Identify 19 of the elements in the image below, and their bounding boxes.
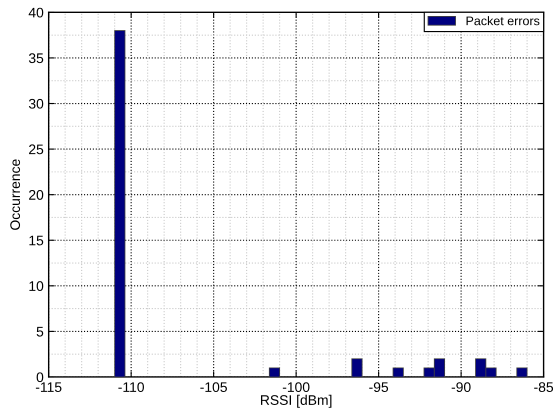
x-tick-label: -90: [452, 382, 471, 392]
y-tick-label: 35: [28, 53, 44, 64]
y-tick-label: 40: [28, 8, 44, 18]
y-tick-label: 5: [36, 326, 44, 337]
x-tick-label: -95: [369, 382, 388, 392]
y-tick-label: 15: [29, 236, 44, 246]
legend-label: Packet errors: [466, 16, 540, 26]
x-tick-label: -115: [36, 382, 62, 392]
y-tick-label: 10: [29, 281, 44, 291]
y-tick-label: 25: [29, 144, 44, 154]
y-tick-label: 20: [29, 190, 44, 200]
x-tick-label: -85: [534, 382, 553, 392]
x-tick-label: -105: [200, 382, 227, 392]
y-tick-label: 0: [36, 372, 44, 382]
y-tick-label: 30: [28, 98, 44, 109]
y-axis-title: Occurrence: [10, 159, 20, 230]
x-tick-label: -110: [118, 382, 144, 392]
x-tick-label: -100: [282, 382, 310, 392]
x-axis-title: RSSI [dBm]: [260, 394, 332, 408]
